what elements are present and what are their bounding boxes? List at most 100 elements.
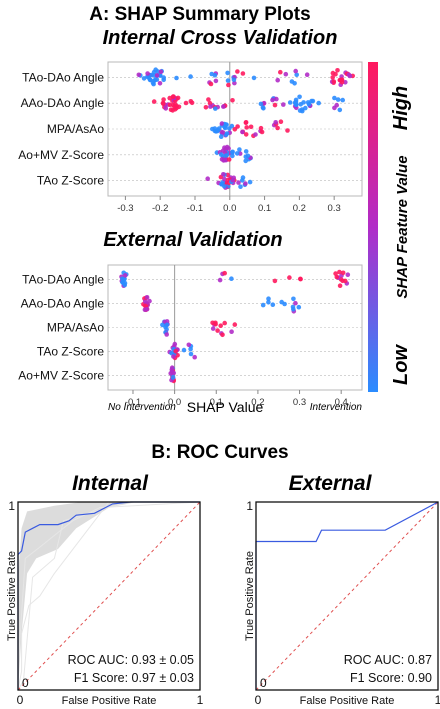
shap-point bbox=[183, 100, 189, 106]
shap-point bbox=[232, 80, 237, 86]
shap-point bbox=[142, 303, 148, 309]
shap-point bbox=[225, 70, 230, 76]
external-roc-title: External bbox=[289, 472, 373, 495]
x-tick-label: 0.2 bbox=[251, 397, 264, 408]
x-tick-label: 0.2 bbox=[293, 203, 306, 214]
shap-point bbox=[181, 347, 187, 353]
shap-point bbox=[258, 125, 264, 131]
shap-point bbox=[230, 153, 235, 159]
shap-point bbox=[237, 147, 242, 152]
shap-point bbox=[275, 125, 280, 131]
shap-point bbox=[331, 79, 337, 84]
panel-b-title: B: ROC Curves bbox=[151, 442, 288, 463]
f1-score-label: F1 Score: 0.97 ± 0.03 bbox=[74, 671, 194, 685]
shap-point bbox=[221, 104, 226, 109]
chance-line bbox=[255, 501, 439, 691]
roc-confidence-band bbox=[18, 502, 200, 690]
shap-point bbox=[213, 106, 218, 111]
shap-point bbox=[230, 98, 235, 103]
shap-point bbox=[230, 149, 235, 155]
x-axis-label: False Positive Rate bbox=[300, 695, 395, 707]
shap-point bbox=[221, 172, 226, 177]
shap-point bbox=[219, 121, 225, 126]
roc-curve bbox=[17, 501, 200, 690]
shap-point bbox=[154, 73, 160, 78]
shap-point bbox=[273, 120, 279, 125]
shap-point bbox=[340, 278, 345, 284]
x-tick-label: 0 bbox=[255, 693, 262, 707]
shap-point bbox=[213, 78, 219, 84]
shap-point bbox=[164, 332, 169, 337]
shap-point bbox=[226, 157, 232, 162]
x-tick-label: 0.1 bbox=[258, 203, 271, 214]
x-tick-label: 1 bbox=[197, 693, 204, 707]
shap-point bbox=[297, 108, 303, 113]
shap-point bbox=[270, 97, 275, 103]
feature-label: TAo Z-Score bbox=[37, 174, 104, 188]
shap-point bbox=[172, 341, 178, 347]
shap-point bbox=[285, 128, 290, 133]
shap-point bbox=[222, 320, 227, 326]
shap-point bbox=[240, 175, 246, 180]
shap-point bbox=[232, 127, 238, 132]
y-tick-label: 1 bbox=[8, 499, 15, 513]
shap-point bbox=[141, 76, 147, 81]
shap-point bbox=[260, 302, 266, 308]
shap-point bbox=[223, 122, 229, 127]
shap-point bbox=[240, 129, 245, 135]
shap-point bbox=[210, 326, 216, 331]
shap-point bbox=[174, 75, 179, 81]
shap-point bbox=[210, 320, 215, 326]
panel-a-title: A: SHAP Summary Plots bbox=[89, 4, 310, 25]
no-intervention-annotation: No Intervention bbox=[108, 402, 176, 413]
shap-point bbox=[289, 79, 295, 84]
x-tick-label: 1 bbox=[435, 693, 440, 707]
shap-point bbox=[122, 273, 128, 278]
shap-point bbox=[207, 100, 213, 106]
shap-point bbox=[171, 354, 176, 359]
shap-point bbox=[229, 276, 234, 282]
shap-point bbox=[235, 69, 240, 74]
shap-point bbox=[222, 176, 227, 182]
shap-point bbox=[164, 322, 170, 328]
shap-point bbox=[337, 107, 343, 113]
shap-point bbox=[232, 322, 238, 327]
shap-point bbox=[316, 100, 322, 106]
internal-shap-title: Internal Cross Validation bbox=[103, 27, 338, 49]
shap-point bbox=[173, 349, 178, 354]
shap-point bbox=[247, 179, 253, 185]
shap-point bbox=[345, 272, 351, 278]
shap-point bbox=[291, 296, 296, 302]
x-tick-label: -0.1 bbox=[125, 397, 141, 408]
shap-point bbox=[222, 270, 227, 276]
shap-point bbox=[236, 180, 241, 185]
shap-point bbox=[151, 99, 157, 104]
external-shap-plot: TAo-DAo Angle AAo-DAo Angle MPA/AsAo TAo Z-… bbox=[18, 264, 363, 408]
x-tick-label: 0 bbox=[17, 693, 24, 707]
shap-point bbox=[332, 95, 337, 101]
shap-point bbox=[220, 130, 226, 135]
shap-point bbox=[244, 125, 249, 130]
shap-point bbox=[224, 131, 230, 136]
shap-point bbox=[293, 101, 298, 106]
roc-auc-label: ROC AUC: 0.93 ± 0.05 bbox=[68, 653, 194, 667]
shap-point bbox=[120, 276, 125, 282]
shap-point bbox=[258, 101, 264, 107]
shap-point bbox=[337, 283, 343, 289]
x-tick-label: -0.3 bbox=[117, 203, 133, 214]
shap-point bbox=[306, 101, 312, 107]
shap-point bbox=[240, 71, 246, 76]
shap-point bbox=[266, 296, 271, 302]
shap-point bbox=[297, 94, 302, 100]
shap-point bbox=[161, 101, 166, 107]
shap-point bbox=[192, 354, 197, 360]
shap-point bbox=[149, 72, 154, 78]
shap-point bbox=[208, 81, 214, 87]
shap-point bbox=[226, 146, 231, 151]
shap-point bbox=[270, 302, 276, 308]
shap-point bbox=[161, 97, 166, 102]
shap-point bbox=[163, 106, 169, 111]
shap-point bbox=[144, 306, 150, 312]
shap-point bbox=[245, 153, 251, 159]
